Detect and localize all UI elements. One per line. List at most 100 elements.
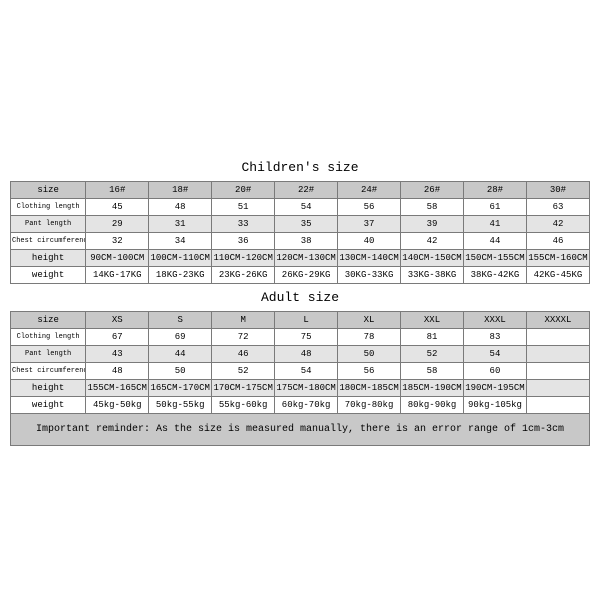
children-cell: 39 [401,216,464,233]
children-cell: 42 [401,233,464,250]
children-cell: 100CM-110CM [149,250,212,267]
adult-cell: 60kg-70kg [275,397,338,414]
adult-title: Adult size [10,284,590,311]
children-table: size16#18#20#22#24#26#28#30# Clothing len… [10,181,590,284]
adult-row-label: weight [11,397,86,414]
adult-cell [526,397,589,414]
adult-cell: 58 [401,363,464,380]
adult-cell: 56 [338,363,401,380]
children-cell: 33 [212,216,275,233]
adult-cell: 50 [149,363,212,380]
children-header-cell: 18# [149,182,212,199]
adult-cell: 48 [86,363,149,380]
adult-row-label: height [11,380,86,397]
children-cell: 26KG-29KG [275,267,338,284]
children-cell: 110CM-120CM [212,250,275,267]
children-header-cell: size [11,182,86,199]
adult-cell: 175CM-180CM [275,380,338,397]
adult-cell: 155CM-165CM [86,380,149,397]
adult-cell: 50kg-55kg [149,397,212,414]
adult-cell: 70kg-80kg [338,397,401,414]
children-cell: 56 [338,199,401,216]
children-cell: 32 [86,233,149,250]
children-cell: 45 [86,199,149,216]
children-cell: 44 [463,233,526,250]
adult-row-label: Chest circumference 1/2 [11,363,86,380]
adult-row-label: Clothing length [11,329,86,346]
adult-cell: 83 [463,329,526,346]
adult-cell: 43 [86,346,149,363]
children-header-cell: 28# [463,182,526,199]
children-cell: 23KG-26KG [212,267,275,284]
adult-cell: 80kg-90kg [401,397,464,414]
adult-cell: 190CM-195CM [463,380,526,397]
children-cell: 90CM-100CM [86,250,149,267]
adult-cell: 54 [463,346,526,363]
adult-cell: 69 [149,329,212,346]
children-cell: 63 [526,199,589,216]
adult-cell: 44 [149,346,212,363]
adult-cell: 78 [338,329,401,346]
children-cell: 130CM-140CM [338,250,401,267]
children-row-label: Pant length [11,216,86,233]
children-cell: 61 [463,199,526,216]
children-cell: 41 [463,216,526,233]
children-cell: 150CM-155CM [463,250,526,267]
children-cell: 29 [86,216,149,233]
adult-cell: 52 [401,346,464,363]
adult-cell [526,329,589,346]
children-row-label: Clothing length [11,199,86,216]
adult-header-cell: XXXXL [526,312,589,329]
adult-cell: 67 [86,329,149,346]
adult-cell: 55kg-60kg [212,397,275,414]
adult-header-cell: XXXL [463,312,526,329]
children-row-label: weight [11,267,86,284]
children-cell: 31 [149,216,212,233]
adult-cell: 54 [275,363,338,380]
adult-header-cell: M [212,312,275,329]
children-cell: 155CM-160CM [526,250,589,267]
adult-cell: 81 [401,329,464,346]
children-cell: 38 [275,233,338,250]
adult-header-cell: S [149,312,212,329]
children-header-cell: 26# [401,182,464,199]
adult-header-cell: XXL [401,312,464,329]
children-cell: 42 [526,216,589,233]
children-cell: 40 [338,233,401,250]
children-cell: 51 [212,199,275,216]
children-cell: 14KG-17KG [86,267,149,284]
adult-cell: 90kg-105kg [463,397,526,414]
adult-header-cell: XL [338,312,401,329]
adult-cell [526,380,589,397]
children-row-label: height [11,250,86,267]
children-cell: 33KG-38KG [401,267,464,284]
adult-table: sizeXSSMLXLXXLXXXLXXXXLClothing length67… [10,311,590,414]
children-header-cell: 24# [338,182,401,199]
children-cell: 140CM-150CM [401,250,464,267]
adult-cell: 60 [463,363,526,380]
adult-cell: 180CM-185CM [338,380,401,397]
adult-cell [526,346,589,363]
adult-cell: 72 [212,329,275,346]
children-cell: 35 [275,216,338,233]
adult-row-label: Pant length [11,346,86,363]
adult-header-cell: L [275,312,338,329]
adult-header-cell: XS [86,312,149,329]
children-cell: 48 [149,199,212,216]
children-cell: 30KG-33KG [338,267,401,284]
adult-cell: 185CM-190CM [401,380,464,397]
children-header-cell: 16# [86,182,149,199]
children-cell: 58 [401,199,464,216]
children-title: Children's size [10,154,590,181]
children-header-cell: 22# [275,182,338,199]
adult-cell: 170CM-175CM [212,380,275,397]
adult-cell: 46 [212,346,275,363]
adult-cell: 165CM-170CM [149,380,212,397]
children-cell: 38KG-42KG [463,267,526,284]
children-cell: 37 [338,216,401,233]
children-header-cell: 20# [212,182,275,199]
children-cell: 46 [526,233,589,250]
children-header-cell: 30# [526,182,589,199]
adult-cell: 52 [212,363,275,380]
children-cell: 34 [149,233,212,250]
